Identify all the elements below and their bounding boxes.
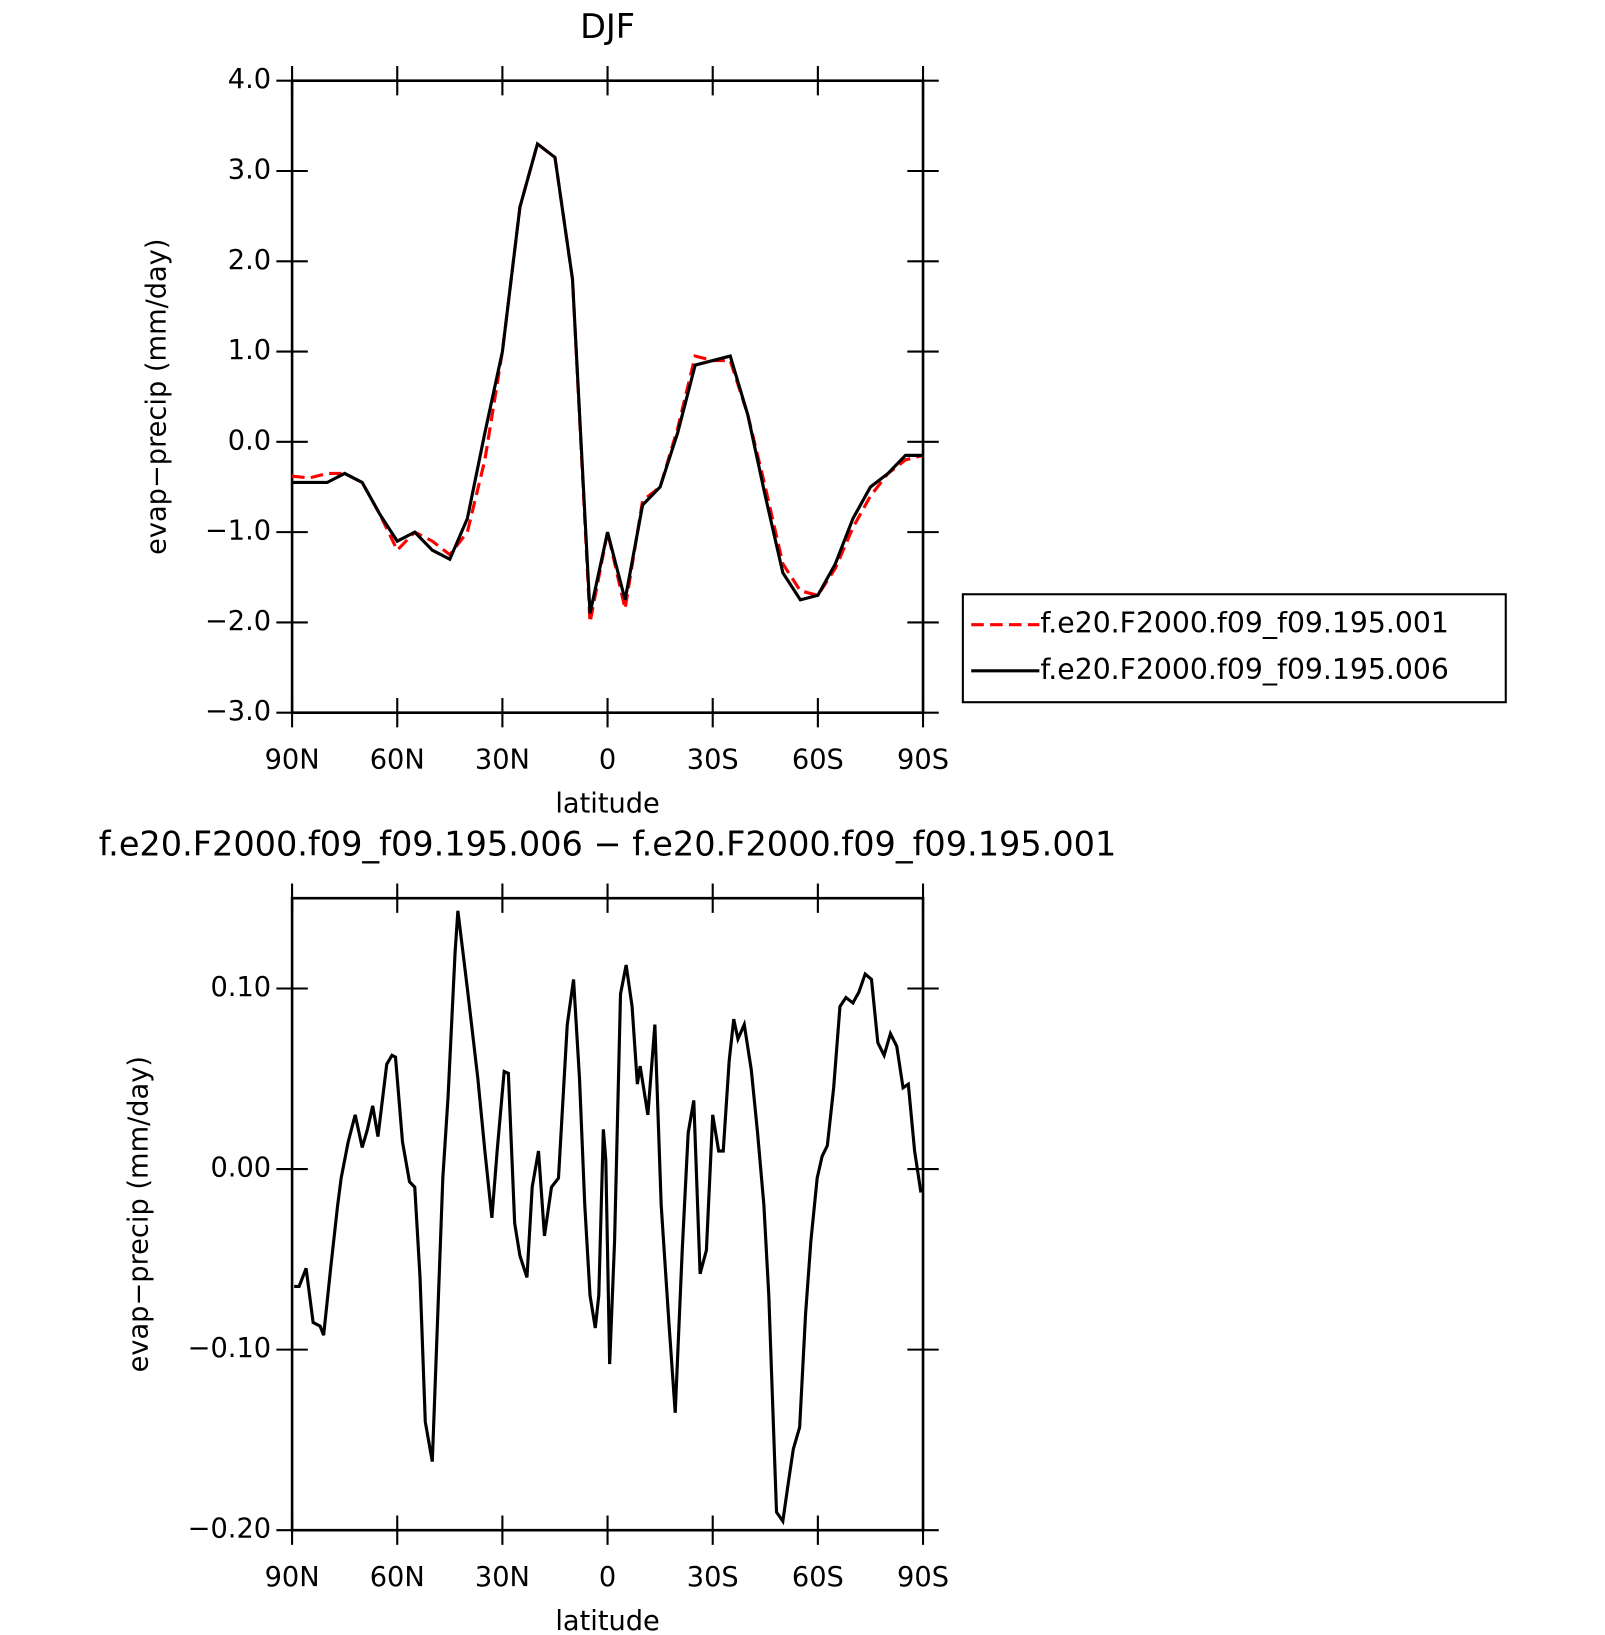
x-tick-label: 0	[599, 744, 616, 775]
series-line	[292, 141, 924, 614]
plot-frame	[290, 79, 925, 715]
y-tick-label: −0.20	[188, 1514, 271, 1545]
x-tick-label: 60N	[370, 744, 425, 775]
y-tick-label: −3.0	[205, 696, 271, 727]
x-tick-label: 60S	[792, 1562, 844, 1593]
y-tick-label: 3.0	[228, 154, 271, 185]
y-tick-label: 0.0	[228, 425, 271, 456]
chart-title: f.e20.F2000.f09_f09.195.006 − f.e20.F200…	[99, 824, 1117, 863]
x-tick-label: 90S	[897, 1562, 949, 1593]
x-tick-label: 0	[599, 1562, 616, 1593]
x-axis-label: latitude	[555, 788, 659, 819]
y-axis-label: evap−precip (mm/day)	[141, 239, 172, 555]
legend-box	[961, 593, 1507, 704]
y-tick-label: 2.0	[228, 245, 271, 276]
x-tick-label: 60N	[370, 1562, 425, 1593]
y-tick-label: 0.10	[210, 972, 271, 1003]
chart-title: DJF	[580, 7, 635, 46]
x-tick-label: 90N	[265, 744, 320, 775]
x-tick-label: 90N	[265, 1562, 320, 1593]
y-tick-label: −2.0	[205, 606, 271, 637]
y-tick-label: 0.00	[210, 1153, 271, 1184]
x-axis-label: latitude	[555, 1606, 659, 1635]
legend-label: f.e20.F2000.f09_f09.195.001	[1040, 607, 1448, 640]
plot-frame	[290, 896, 925, 1532]
y-tick-label: 4.0	[228, 64, 271, 95]
x-tick-label: 30S	[687, 1562, 739, 1593]
y-tick-label: 1.0	[228, 335, 271, 366]
y-tick-label: −1.0	[205, 516, 271, 547]
x-tick-label: 30N	[475, 1562, 530, 1593]
y-tick-label: −0.10	[188, 1333, 271, 1364]
x-tick-label: 60S	[792, 744, 844, 775]
series-line	[294, 910, 923, 1526]
legend-label: f.e20.F2000.f09_f09.195.006	[1040, 653, 1448, 686]
x-tick-label: 30N	[475, 744, 530, 775]
x-tick-label: 30S	[687, 744, 739, 775]
series-line	[291, 141, 924, 623]
x-tick-label: 90S	[897, 744, 949, 775]
y-axis-label: evap−precip (mm/day)	[124, 1056, 155, 1372]
